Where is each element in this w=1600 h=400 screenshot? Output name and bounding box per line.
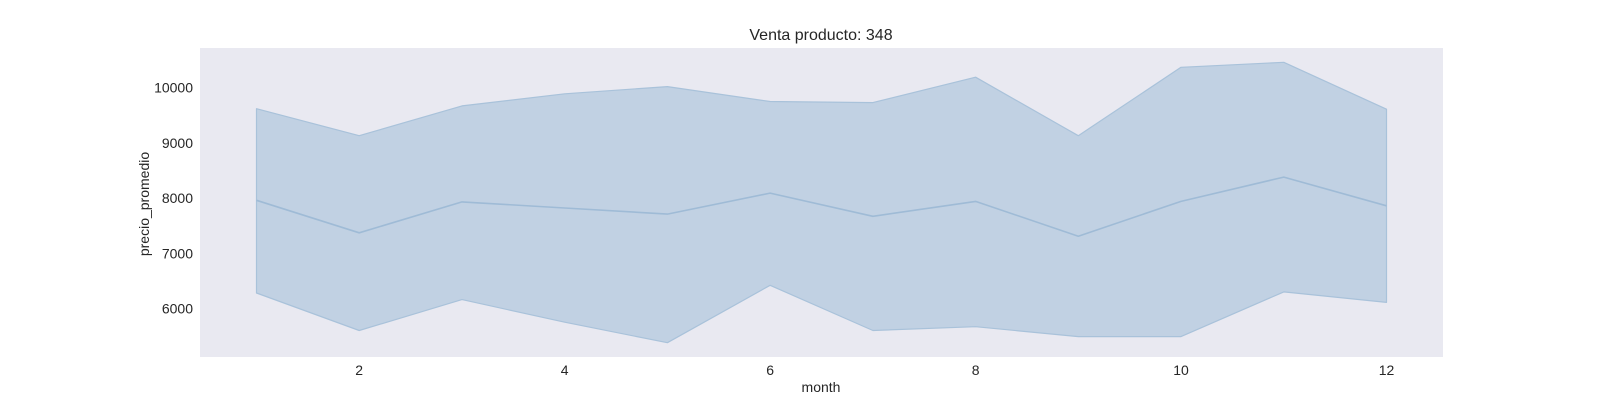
- x-tick-label: 2: [355, 362, 363, 378]
- mean-line: [256, 176, 1387, 237]
- y-tick-label: 6000: [162, 300, 193, 316]
- x-axis-label: month: [802, 379, 841, 395]
- confidence-band-layer: [255, 61, 1388, 344]
- y-tick-label: 9000: [162, 135, 193, 151]
- y-tick-labels: 6000 7000 8000 9000 10000: [154, 80, 193, 317]
- x-tick-label: 12: [1379, 362, 1395, 378]
- y-tick-label: 7000: [162, 245, 193, 261]
- x-tick-labels: 2 4 6 8 10 12: [355, 362, 1394, 378]
- x-tick-label: 8: [972, 362, 980, 378]
- x-tick-label: 4: [561, 362, 569, 378]
- chart-title: Venta producto: 348: [749, 27, 892, 44]
- y-tick-label: 8000: [162, 190, 193, 206]
- y-axis-label: precio_promedio: [136, 152, 152, 256]
- mean-line-layer: [256, 176, 1387, 237]
- x-tick-label: 6: [766, 362, 774, 378]
- confidence-band: [255, 61, 1388, 344]
- x-tick-label: 10: [1173, 362, 1189, 378]
- y-tick-label: 10000: [154, 80, 193, 96]
